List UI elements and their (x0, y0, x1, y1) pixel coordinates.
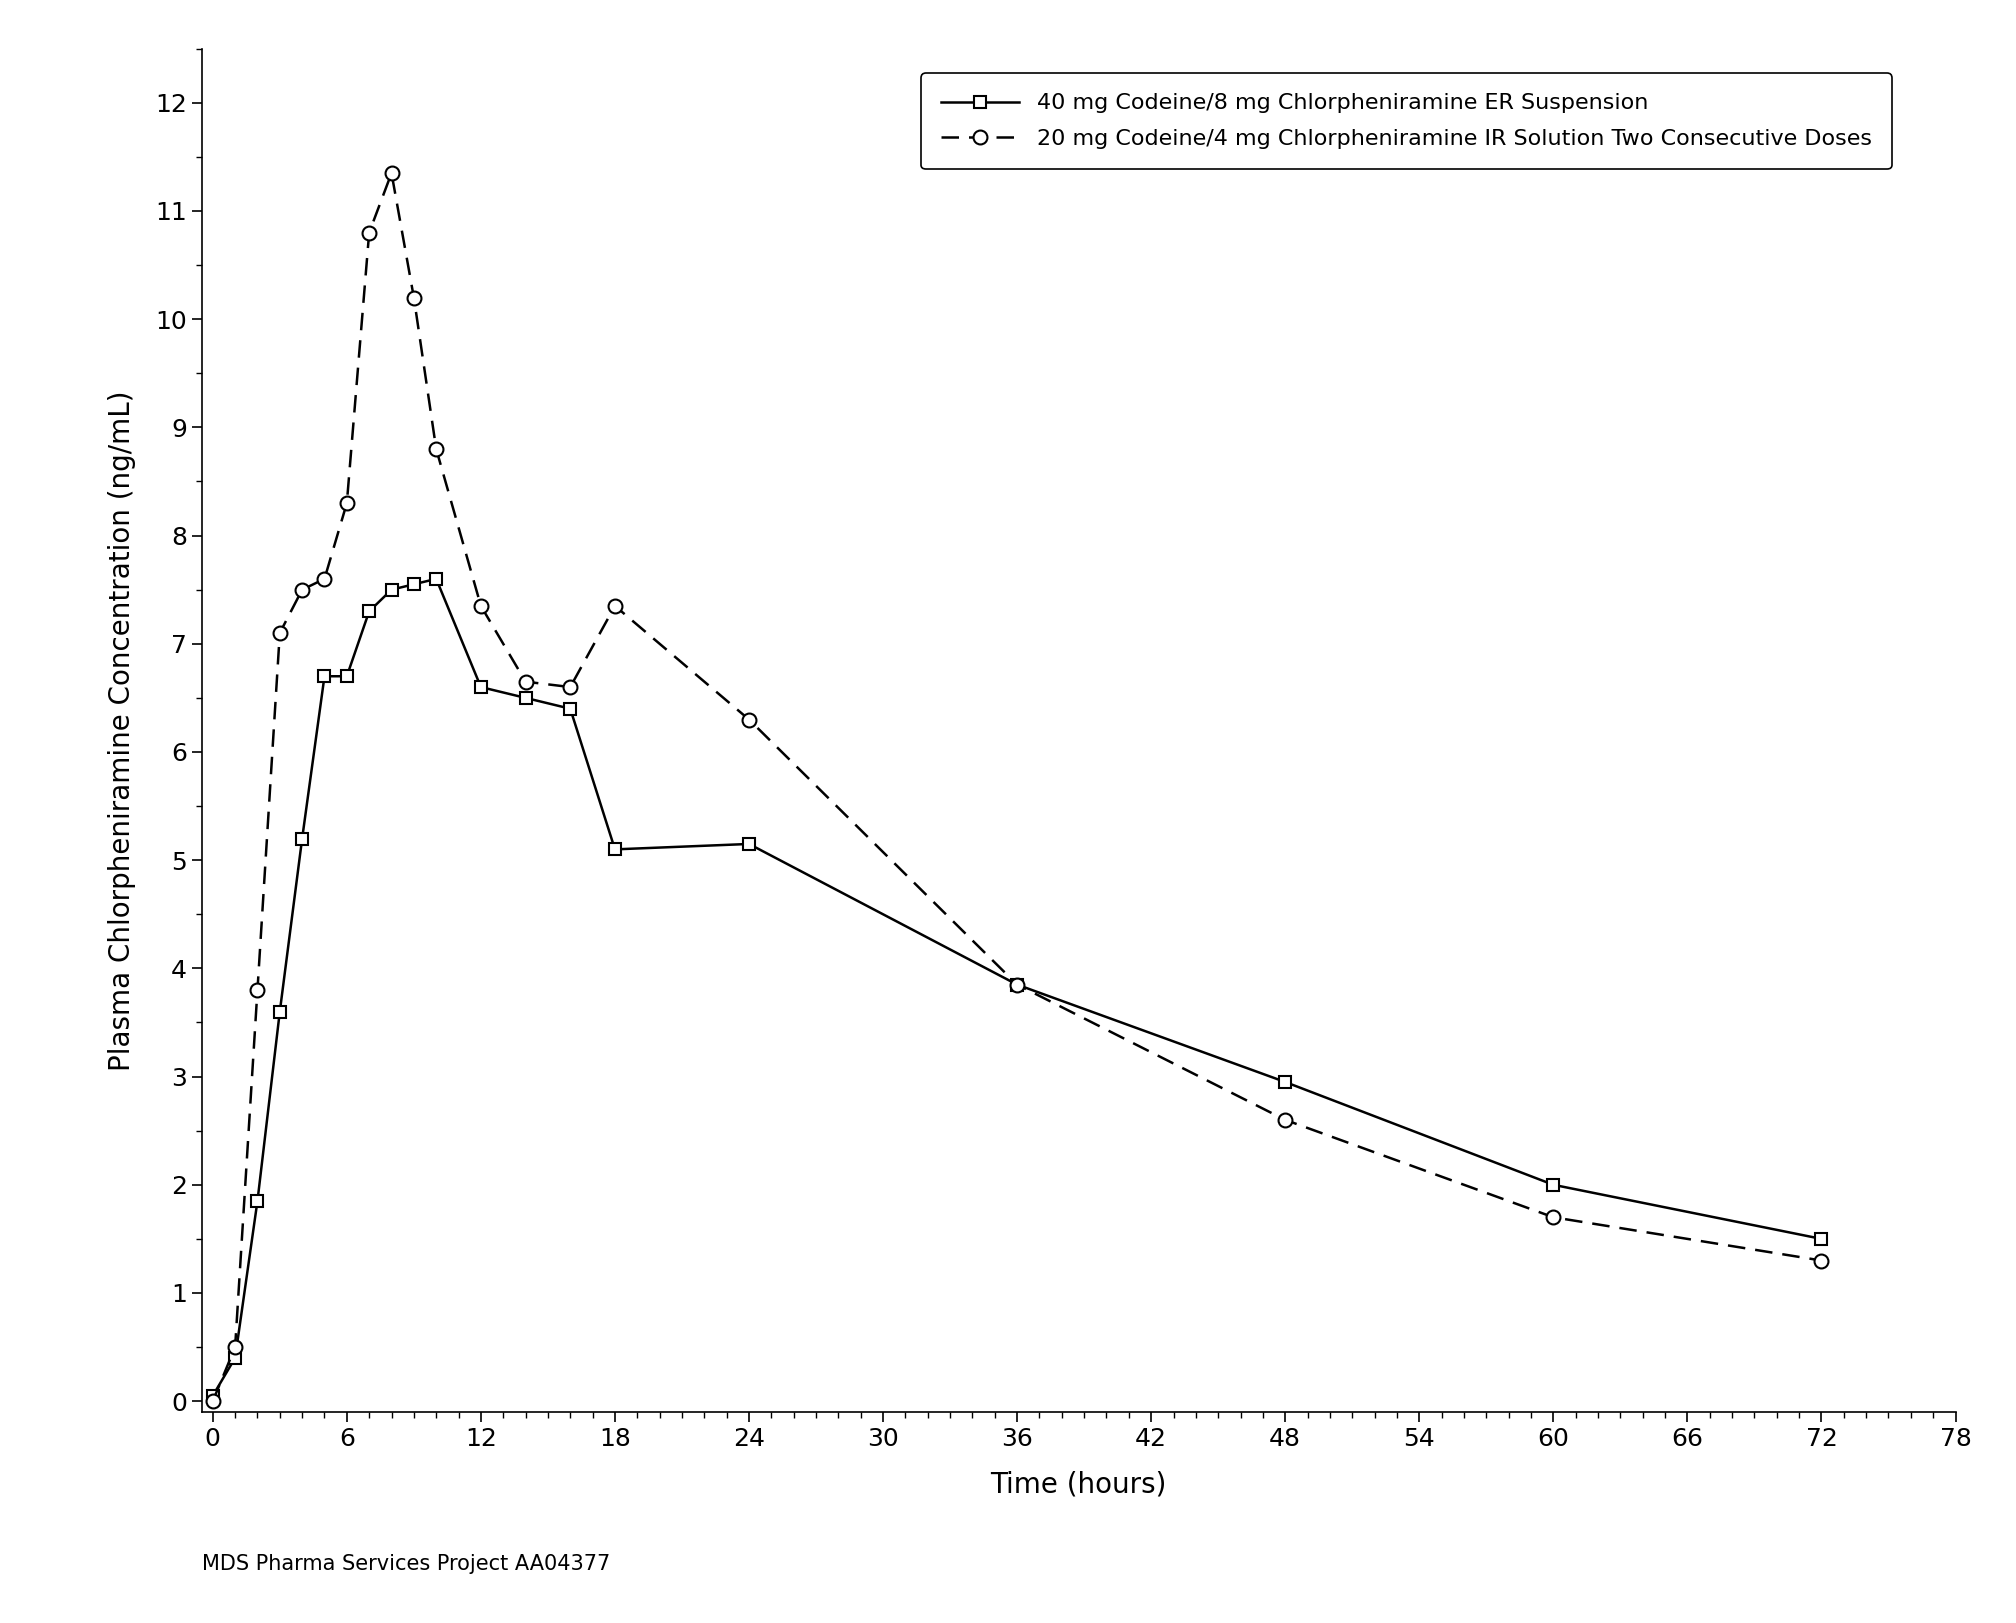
20 mg Codeine/4 mg Chlorpheniramine IR Solution Two Consecutive Doses (1006, 975, 1030, 995)
Line: 40 mg Codeine/8 mg Chlorpheniramine ER Suspension: 40 mg Codeine/8 mg Chlorpheniramine ER S… (208, 573, 1826, 1401)
40 mg Codeine/8 mg Chlorpheniramine ER Suspension (738, 834, 762, 854)
40 mg Codeine/8 mg Chlorpheniramine ER Suspension (202, 1386, 226, 1406)
20 mg Codeine/4 mg Chlorpheniramine IR Solution Two Consecutive Doses (379, 164, 403, 183)
40 mg Codeine/8 mg Chlorpheniramine ER Suspension (401, 575, 425, 594)
Legend: 40 mg Codeine/8 mg Chlorpheniramine ER Suspension, 20 mg Codeine/4 mg Chlorpheni: 40 mg Codeine/8 mg Chlorpheniramine ER S… (921, 73, 1891, 169)
40 mg Codeine/8 mg Chlorpheniramine ER Suspension (1542, 1175, 1566, 1195)
40 mg Codeine/8 mg Chlorpheniramine ER Suspension (558, 700, 583, 719)
20 mg Codeine/4 mg Chlorpheniramine IR Solution Two Consecutive Doses (290, 579, 314, 599)
40 mg Codeine/8 mg Chlorpheniramine ER Suspension (603, 839, 627, 859)
20 mg Codeine/4 mg Chlorpheniramine IR Solution Two Consecutive Doses (202, 1391, 226, 1410)
40 mg Codeine/8 mg Chlorpheniramine ER Suspension (379, 579, 403, 599)
20 mg Codeine/4 mg Chlorpheniramine IR Solution Two Consecutive Doses (1810, 1251, 1835, 1271)
20 mg Codeine/4 mg Chlorpheniramine IR Solution Two Consecutive Doses (738, 709, 762, 729)
20 mg Codeine/4 mg Chlorpheniramine IR Solution Two Consecutive Doses (470, 596, 494, 615)
40 mg Codeine/8 mg Chlorpheniramine ER Suspension (290, 829, 314, 849)
40 mg Codeine/8 mg Chlorpheniramine ER Suspension (1274, 1073, 1298, 1092)
20 mg Codeine/4 mg Chlorpheniramine IR Solution Two Consecutive Doses (224, 1337, 248, 1357)
X-axis label: Time (hours): Time (hours) (990, 1470, 1167, 1498)
40 mg Codeine/8 mg Chlorpheniramine ER Suspension (224, 1349, 248, 1368)
40 mg Codeine/8 mg Chlorpheniramine ER Suspension (514, 688, 538, 708)
Y-axis label: Plasma Chlorpheniramine Concentration (ng/mL): Plasma Chlorpheniramine Concentration (n… (107, 390, 135, 1071)
Line: 20 mg Codeine/4 mg Chlorpheniramine IR Solution Two Consecutive Doses: 20 mg Codeine/4 mg Chlorpheniramine IR S… (206, 166, 1829, 1409)
40 mg Codeine/8 mg Chlorpheniramine ER Suspension (423, 570, 448, 589)
40 mg Codeine/8 mg Chlorpheniramine ER Suspension (335, 667, 359, 687)
40 mg Codeine/8 mg Chlorpheniramine ER Suspension (357, 602, 381, 622)
40 mg Codeine/8 mg Chlorpheniramine ER Suspension (268, 1001, 292, 1021)
20 mg Codeine/4 mg Chlorpheniramine IR Solution Two Consecutive Doses (268, 623, 292, 643)
20 mg Codeine/4 mg Chlorpheniramine IR Solution Two Consecutive Doses (1274, 1110, 1298, 1130)
40 mg Codeine/8 mg Chlorpheniramine ER Suspension (246, 1191, 270, 1211)
20 mg Codeine/4 mg Chlorpheniramine IR Solution Two Consecutive Doses (423, 440, 448, 459)
20 mg Codeine/4 mg Chlorpheniramine IR Solution Two Consecutive Doses (335, 493, 359, 513)
20 mg Codeine/4 mg Chlorpheniramine IR Solution Two Consecutive Doses (558, 677, 583, 696)
40 mg Codeine/8 mg Chlorpheniramine ER Suspension (1006, 975, 1030, 995)
40 mg Codeine/8 mg Chlorpheniramine ER Suspension (312, 667, 337, 687)
20 mg Codeine/4 mg Chlorpheniramine IR Solution Two Consecutive Doses (357, 222, 381, 242)
20 mg Codeine/4 mg Chlorpheniramine IR Solution Two Consecutive Doses (312, 570, 337, 589)
20 mg Codeine/4 mg Chlorpheniramine IR Solution Two Consecutive Doses (401, 287, 425, 307)
20 mg Codeine/4 mg Chlorpheniramine IR Solution Two Consecutive Doses (514, 672, 538, 691)
40 mg Codeine/8 mg Chlorpheniramine ER Suspension (1810, 1229, 1835, 1248)
20 mg Codeine/4 mg Chlorpheniramine IR Solution Two Consecutive Doses (603, 596, 627, 615)
40 mg Codeine/8 mg Chlorpheniramine ER Suspension (470, 677, 494, 696)
20 mg Codeine/4 mg Chlorpheniramine IR Solution Two Consecutive Doses (1542, 1208, 1566, 1227)
20 mg Codeine/4 mg Chlorpheniramine IR Solution Two Consecutive Doses (246, 980, 270, 1000)
Text: MDS Pharma Services Project AA04377: MDS Pharma Services Project AA04377 (202, 1555, 611, 1574)
